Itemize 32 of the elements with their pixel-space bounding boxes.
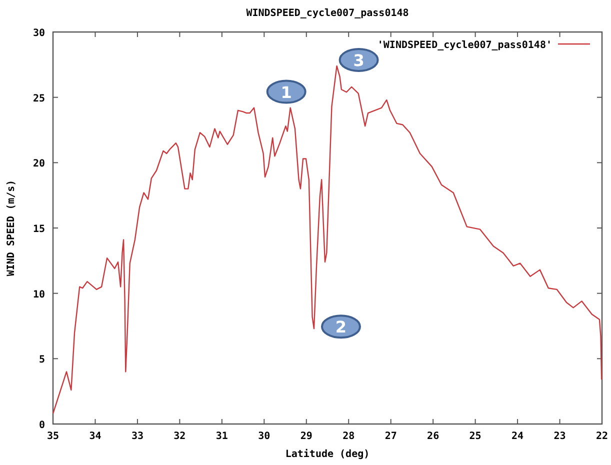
x-tick-label: 22 xyxy=(596,431,608,442)
line-series xyxy=(52,65,602,414)
y-axis-title: WIND SPEED (m/s) xyxy=(6,180,17,276)
x-tick-label: 31 xyxy=(216,431,228,442)
y-tick-label: 5 xyxy=(38,354,45,366)
x-tick-label: 30 xyxy=(258,431,270,442)
annotation: 3 xyxy=(353,50,364,70)
annotation: 1 xyxy=(280,82,292,102)
oval-badge: 2 xyxy=(320,314,361,339)
y-tick-label: 10 xyxy=(32,289,45,300)
y-tick-label: 0 xyxy=(38,420,45,431)
y-tick-label: 30 xyxy=(32,28,45,39)
x-tick-label: 25 xyxy=(469,431,482,442)
x-tick-label: 27 xyxy=(384,431,397,442)
x-tick-label: 35 xyxy=(46,431,60,442)
x-axis-title: Latitude (deg) xyxy=(285,448,370,460)
x-tick-label: 26 xyxy=(427,431,440,442)
y-tick-label: 20 xyxy=(32,158,45,170)
legend-label: 'WINDSPEED_cycle007_pass0148' xyxy=(377,40,552,51)
y-tick-label: 25 xyxy=(32,93,45,104)
y-tick-label: 15 xyxy=(32,224,45,235)
x-tick-label: 33 xyxy=(131,431,144,442)
annotation: 2 xyxy=(335,318,347,337)
x-tick-label: 32 xyxy=(174,431,186,442)
chart-title: WINDSPEED_cycle007_pass0148 xyxy=(246,8,409,19)
oval-badge: 3 xyxy=(338,48,379,72)
x-tick-label: 23 xyxy=(554,431,566,442)
x-tick-label: 29 xyxy=(300,431,312,442)
oval-badge: 1 xyxy=(266,80,306,104)
x-tick-label: 24 xyxy=(512,431,524,442)
x-tick-label: 28 xyxy=(342,431,355,442)
x-tick-label: 34 xyxy=(89,431,102,442)
